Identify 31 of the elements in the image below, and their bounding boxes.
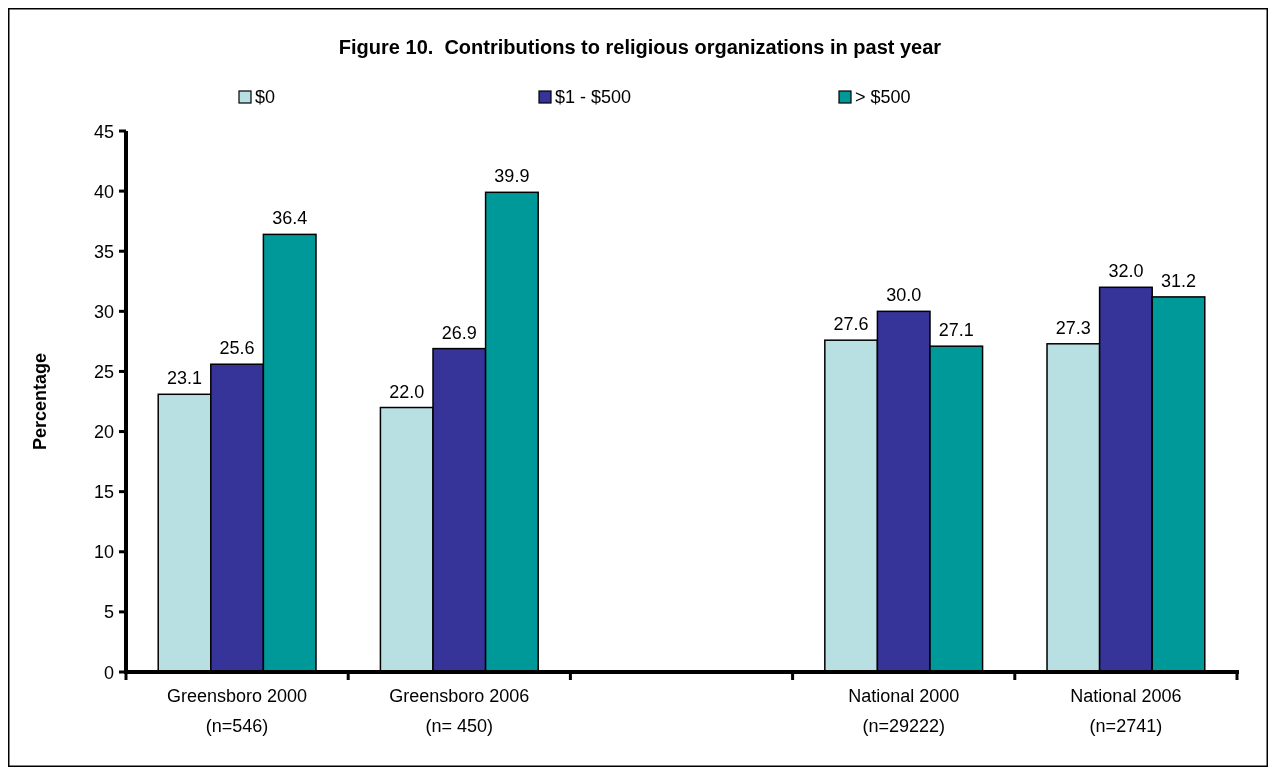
- data-label: 25.6: [219, 338, 255, 359]
- y-tick-label: 45: [93, 121, 114, 142]
- data-label: 30.0: [886, 285, 922, 306]
- data-label: 27.6: [833, 314, 869, 335]
- legend-label: $1 - $500: [555, 87, 632, 107]
- data-label: 26.9: [441, 322, 477, 343]
- y-tick-label: 35: [93, 241, 114, 262]
- chart-title: Figure 10. Contributions to religious organizations in past year: [338, 36, 942, 58]
- data-label: 27.1: [938, 320, 974, 341]
- x-tick-label: National 2000 (n=29222): [848, 686, 960, 736]
- y-tick-label: 0: [103, 662, 114, 683]
- y-tick-label: 25: [93, 361, 114, 382]
- y-tick-label: 20: [93, 422, 114, 443]
- y-tick-label: 40: [93, 181, 114, 202]
- data-label: 23.1: [166, 368, 203, 389]
- legend-label: $0: [255, 87, 276, 107]
- data-label: 32.0: [1108, 261, 1144, 282]
- y-axis-title: Percentage: [30, 352, 50, 451]
- x-tick-label: Greensboro 2000 (n=546): [167, 686, 308, 736]
- y-tick-label: 30: [93, 301, 114, 322]
- data-label: 39.9: [494, 166, 530, 187]
- y-tick-label: 5: [103, 602, 114, 623]
- x-tick-label: Greensboro 2006 (n= 450): [389, 686, 530, 736]
- data-label: 22.0: [389, 381, 425, 402]
- data-label: 36.4: [272, 208, 308, 229]
- y-tick-label: 15: [93, 482, 114, 503]
- y-tick-label: 10: [93, 542, 114, 563]
- x-tick-label: National 2006 (n=2741): [1070, 686, 1182, 736]
- data-label: 31.2: [1160, 270, 1197, 291]
- data-label: 27.3: [1055, 317, 1091, 338]
- legend-label: > $500: [855, 87, 911, 107]
